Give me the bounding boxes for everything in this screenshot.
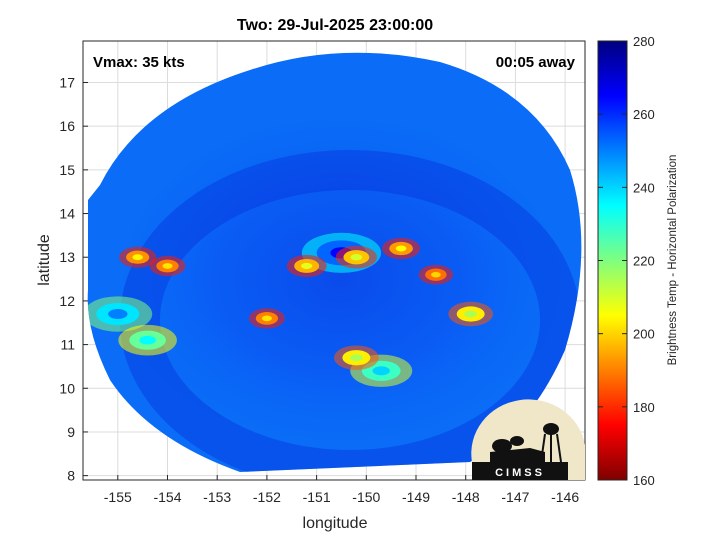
cold-feature-core xyxy=(431,271,441,278)
y-tick-label: 10 xyxy=(59,380,75,396)
cold-feature-core xyxy=(395,245,407,252)
x-tick-label: -147 xyxy=(501,489,529,505)
satellite-dish-icon-small xyxy=(510,436,524,446)
y-tick-label: 9 xyxy=(67,424,75,440)
plot-area: -155 -154 -153 -152 -151 -150 -149 -148 -147 -146… xyxy=(59,40,586,505)
x-tick-label: -154 xyxy=(153,489,181,505)
x-tick-label: -149 xyxy=(402,489,430,505)
cold-feature-core xyxy=(350,354,363,362)
logo-text: CIMSS xyxy=(495,467,545,479)
swath xyxy=(87,52,582,472)
x-tick-label: -153 xyxy=(203,489,231,505)
water-tower-icon xyxy=(543,423,559,435)
y-tick-label: 8 xyxy=(67,468,75,484)
y-axis-label: latitude xyxy=(36,234,53,286)
colorbar-tick-label: 180 xyxy=(633,400,655,415)
time-offset-label: 00:05 away xyxy=(496,54,576,71)
y-tick-label: 17 xyxy=(59,74,75,90)
colorbar: 160 180 200 220 240 260 280 Brightness Temp - … xyxy=(597,34,679,488)
cold-features xyxy=(87,232,494,387)
y-tick-label: 11 xyxy=(60,337,75,353)
y-tick-label: 13 xyxy=(59,249,75,265)
vmax-label: Vmax: 35 kts xyxy=(93,54,185,71)
x-tick-label: -151 xyxy=(303,489,331,505)
cloud-band-shading xyxy=(110,110,570,450)
y-tick-label: 16 xyxy=(59,118,75,134)
x-axis-ticks: -155 -154 -153 -152 -151 -150 -149 -148 -147 -146 xyxy=(104,475,579,505)
cimss-logo: CIMSS xyxy=(471,399,585,480)
cold-feature-core xyxy=(301,262,313,270)
x-axis-label: longitude xyxy=(303,515,368,532)
cold-feature-core xyxy=(162,263,173,269)
colorbar-tick-label: 280 xyxy=(633,34,655,49)
colorbar-label: Brightness Temp - Horizontal Polarizatio… xyxy=(667,155,679,366)
cold-feature-core xyxy=(108,309,128,319)
y-tick-label: 15 xyxy=(59,162,75,178)
colorbar-tick-label: 260 xyxy=(633,107,655,122)
y-axis-ticks: 8 9 10 11 12 13 14 15 16 17 xyxy=(59,74,88,484)
x-tick-label: -148 xyxy=(452,489,480,505)
colorbar-ticks: 160 180 200 220 240 260 280 xyxy=(598,34,655,488)
colorbar-tick-label: 240 xyxy=(633,180,655,195)
building-icon xyxy=(490,448,545,462)
cold-feature-core xyxy=(372,366,390,376)
plot-frame xyxy=(82,40,586,481)
colorbar-tick-label: 200 xyxy=(633,327,655,342)
x-tick-label: -152 xyxy=(253,489,281,505)
y-tick-label: 12 xyxy=(59,293,75,309)
cold-feature-core xyxy=(139,335,156,345)
x-tick-label: -150 xyxy=(352,489,380,505)
colorbar-tick-label: 220 xyxy=(633,254,655,269)
satellite-dish-icon xyxy=(492,439,512,453)
cold-feature-core xyxy=(261,315,272,322)
x-tick-label: -146 xyxy=(551,489,579,505)
chart-title: Two: 29-Jul-2025 23:00:00 xyxy=(237,17,433,34)
x-tick-label: -155 xyxy=(104,489,132,505)
cold-feature-core xyxy=(132,254,143,261)
cold-feature-core xyxy=(464,310,477,318)
cold-feature-core xyxy=(350,254,363,261)
y-tick-label: 14 xyxy=(59,206,75,222)
colorbar-tick-label: 160 xyxy=(633,473,655,488)
